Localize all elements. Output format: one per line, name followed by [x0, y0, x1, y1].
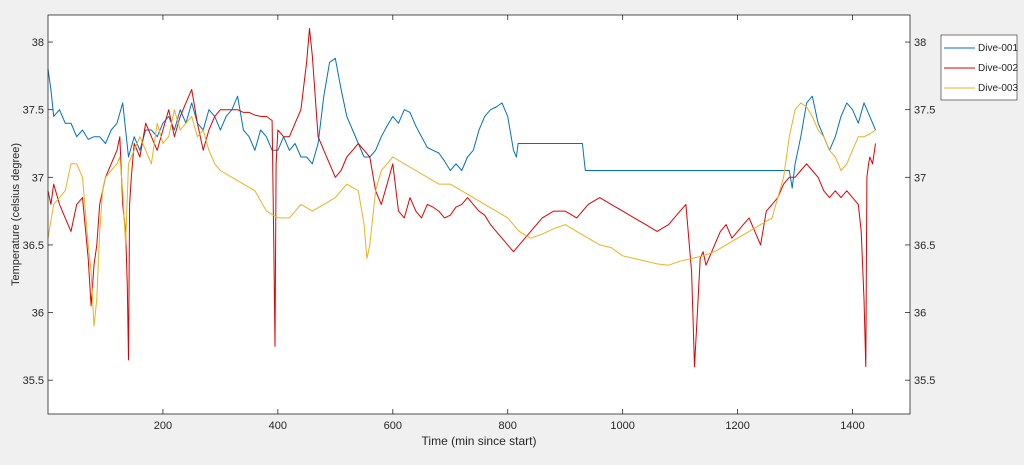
legend-label-dive-001: Dive-001 — [978, 43, 1018, 54]
x-tick-label: 400 — [269, 420, 287, 432]
series-line-dive-002 — [47, 28, 876, 368]
x-tick-label: 600 — [384, 420, 402, 432]
x-tick-label: 1400 — [840, 420, 864, 432]
y-tick-label-left: 37.5 — [23, 105, 44, 117]
y-axis-right: 35.5 36 36.5 37 37.5 38 — [905, 37, 935, 387]
legend-label-dive-002: Dive-002 — [978, 63, 1018, 74]
legend: Dive-001 Dive-002 Dive-003 — [940, 34, 1018, 101]
y-tick-label-left: 36 — [32, 308, 44, 320]
y-tick-label-right: 37 — [914, 172, 926, 184]
y-tick-label-left: 36.5 — [23, 240, 44, 252]
x-tick-label: 800 — [499, 420, 517, 432]
x-tick-label: 1200 — [725, 420, 749, 432]
x-axis: 200 400 600 800 1000 1200 1400 — [154, 15, 865, 432]
x-axis-label: Time (min since start) — [422, 434, 537, 448]
x-tick-label: 1000 — [610, 420, 634, 432]
y-tick-label-right: 38 — [914, 37, 926, 49]
y-tick-label-left: 35.5 — [23, 375, 44, 387]
series-layer — [47, 28, 876, 368]
y-axis-left: 35.5 36 36.5 37 37.5 38 — [23, 37, 53, 387]
y-tick-label-right: 36 — [914, 308, 926, 320]
series-line-dive-003 — [47, 102, 876, 327]
plot-area — [48, 15, 910, 414]
y-tick-label-right: 37.5 — [914, 105, 935, 117]
legend-label-dive-003: Dive-003 — [978, 83, 1018, 94]
y-tick-label-right: 36.5 — [914, 240, 935, 252]
y-tick-label-left: 38 — [32, 37, 44, 49]
y-tick-label-right: 35.5 — [914, 375, 935, 387]
y-axis-label: Temperature (celsius degree) — [10, 143, 22, 286]
series-line-dive-001 — [47, 57, 876, 189]
y-tick-label-left: 37 — [32, 172, 44, 184]
plot-frame — [47, 14, 911, 415]
x-tick-label: 200 — [154, 420, 172, 432]
